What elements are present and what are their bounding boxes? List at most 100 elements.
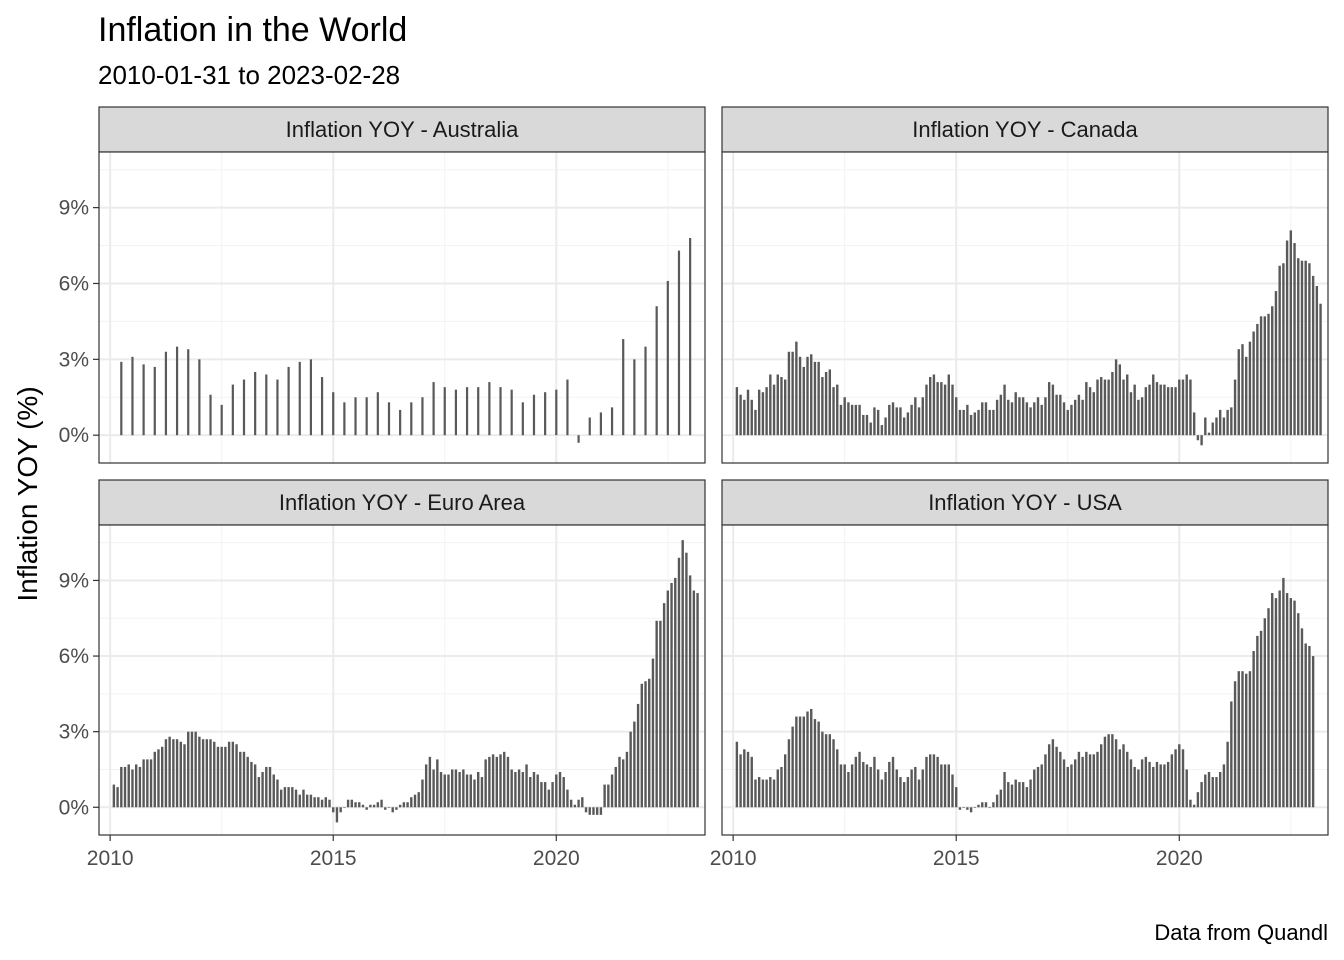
bar (146, 759, 149, 808)
bar (876, 409, 880, 436)
bar (1226, 409, 1229, 436)
bar (1215, 417, 1218, 436)
bar (458, 771, 461, 808)
bar (906, 412, 910, 436)
bar (1267, 608, 1270, 808)
bar (599, 807, 603, 815)
bar (784, 754, 787, 808)
bar (1237, 671, 1240, 808)
bar (1256, 635, 1259, 808)
bar (689, 237, 692, 436)
bar (242, 379, 246, 436)
bar (1073, 399, 1077, 436)
bar (384, 807, 387, 810)
bar (1059, 751, 1062, 808)
bar (1085, 382, 1088, 436)
bar (821, 731, 824, 808)
bar (584, 807, 588, 813)
bar (1021, 397, 1025, 436)
bar (899, 407, 902, 436)
bar (175, 739, 179, 808)
bar (1040, 404, 1043, 436)
bar (1066, 409, 1069, 436)
bar (1178, 744, 1181, 808)
bar (992, 802, 995, 808)
bar (696, 593, 699, 808)
bar (798, 356, 802, 436)
bar (134, 764, 138, 808)
bar (532, 394, 536, 436)
bar (1059, 394, 1062, 436)
bar (1092, 754, 1095, 808)
bar (692, 590, 696, 808)
bar (1029, 407, 1032, 436)
bar (127, 764, 130, 808)
bar (655, 306, 658, 436)
bar (276, 379, 279, 436)
bar (1148, 384, 1151, 436)
bar (1033, 402, 1036, 436)
bar (1159, 764, 1162, 808)
bar (332, 392, 335, 436)
bar (488, 756, 491, 808)
bar (491, 754, 495, 808)
bar (1285, 240, 1289, 436)
bar (462, 769, 465, 808)
bar (955, 397, 958, 436)
bar (1174, 387, 1177, 436)
bar (1245, 673, 1248, 808)
bar (824, 371, 828, 436)
bar (395, 807, 398, 810)
bar (784, 379, 787, 436)
bar (1278, 265, 1281, 436)
bar (1311, 656, 1315, 808)
bar (254, 371, 257, 436)
bar (1148, 761, 1151, 808)
bar (902, 417, 906, 436)
bar (743, 399, 746, 436)
bar (854, 404, 858, 436)
bar (761, 779, 765, 808)
bar (1100, 377, 1103, 436)
bar (1003, 384, 1006, 436)
bar (1282, 577, 1285, 808)
bar (1163, 384, 1166, 436)
bar (876, 769, 880, 808)
bar (1025, 787, 1029, 808)
bar (294, 789, 298, 808)
bar (1007, 782, 1010, 808)
bar (138, 766, 142, 808)
bar (287, 787, 290, 808)
bar (313, 797, 316, 808)
bar (187, 349, 190, 436)
bar (1077, 394, 1081, 436)
bar (1114, 359, 1118, 436)
bar (1170, 754, 1174, 808)
bar (164, 739, 168, 808)
bar (914, 397, 917, 436)
bar (399, 409, 402, 436)
bar (670, 582, 673, 808)
bar (577, 799, 580, 808)
facet-strip (721, 479, 1329, 526)
y-tick-label: 0% (59, 424, 89, 447)
bar (858, 751, 861, 808)
bar (1140, 759, 1144, 808)
bar (1289, 598, 1293, 808)
bar (685, 552, 688, 808)
bar (776, 769, 779, 808)
bar (354, 802, 357, 808)
bar (880, 425, 884, 436)
bar (198, 736, 201, 808)
bar (973, 807, 977, 808)
bar (1010, 784, 1014, 808)
bar (157, 749, 160, 808)
bar (183, 744, 186, 808)
bar (644, 346, 647, 436)
bar (765, 387, 768, 436)
bar (1304, 643, 1307, 808)
bar (754, 409, 757, 436)
bar (198, 359, 201, 436)
bar (884, 417, 887, 436)
bar (477, 387, 480, 436)
